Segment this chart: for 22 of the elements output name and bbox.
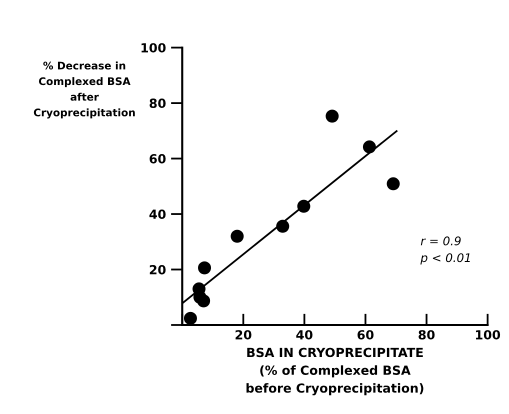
point xyxy=(326,110,339,123)
y-tick-label: 40 xyxy=(149,210,166,219)
point xyxy=(362,140,376,154)
point xyxy=(197,294,210,308)
point xyxy=(386,177,400,190)
point xyxy=(230,230,244,243)
annotation: r = 0.9 p < 0.01 xyxy=(420,236,470,264)
x-tick-label: 60 xyxy=(358,330,374,340)
y-tick-label: 20 xyxy=(150,264,166,274)
y-tick-label: 100 xyxy=(142,43,166,53)
point xyxy=(297,200,310,213)
x-tick-label: 20 xyxy=(236,330,252,340)
point xyxy=(276,220,290,233)
x-tick-label: 100 xyxy=(476,330,500,340)
x-tick-label: 40 xyxy=(296,330,312,340)
y-tick-label: 60 xyxy=(150,154,166,164)
x-tick-label: 80 xyxy=(418,330,435,340)
x-axis-title: BSA IN CRYOPRECIPITATE (% of Complexed BSA before Cryoprecipitation) xyxy=(246,348,424,396)
y-tick-label: 80 xyxy=(150,98,166,108)
point xyxy=(198,261,212,274)
point xyxy=(184,312,197,325)
y-axis-title: % Decrease in Complexed BSA after Cryoprecipitation xyxy=(34,61,135,119)
